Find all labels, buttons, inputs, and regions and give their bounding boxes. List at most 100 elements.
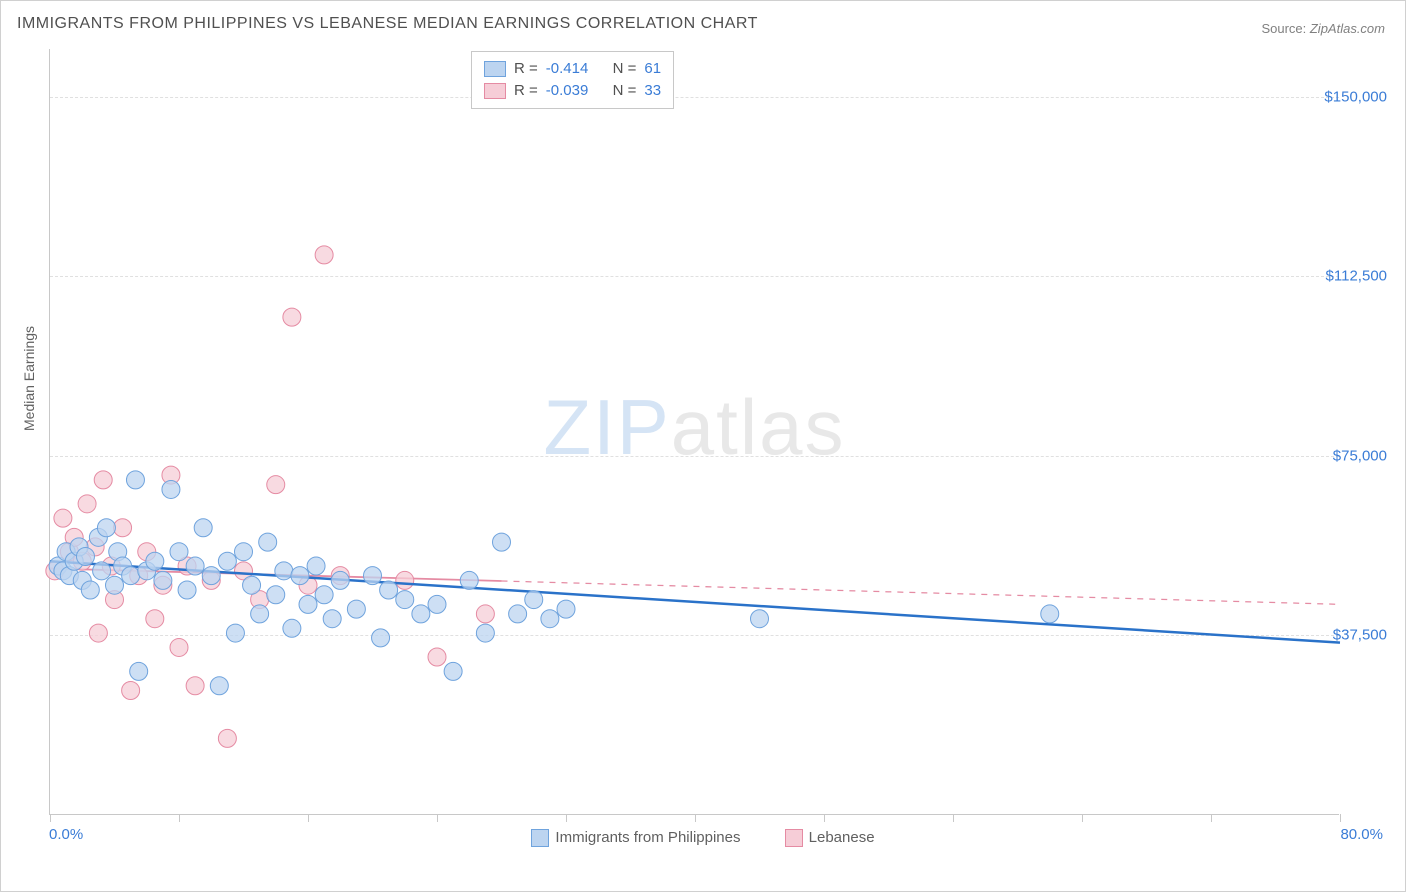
scatter-point [751,610,769,628]
scatter-point [323,610,341,628]
legend-swatch [785,829,803,847]
x-tick [179,814,180,822]
x-tick [953,814,954,822]
scatter-point [170,638,188,656]
scatter-point [396,571,414,589]
bottom-legend-item: Lebanese [785,829,875,847]
scatter-point [243,576,261,594]
scatter-point [186,677,204,695]
source-attribution: Source: ZipAtlas.com [1261,21,1385,36]
bottom-legend: Immigrants from Philippines Lebanese [1,829,1405,847]
scatter-point [428,595,446,613]
scatter-point [509,605,527,623]
scatter-point [194,519,212,537]
legend-r-value: -0.414 [546,58,589,80]
x-tick [1211,814,1212,822]
scatter-point [122,567,140,585]
legend-r-label: R = [514,80,538,102]
x-tick [308,814,309,822]
x-tick [437,814,438,822]
scatter-point [267,586,285,604]
source-name: ZipAtlas.com [1310,21,1385,36]
scatter-point [146,552,164,570]
legend-swatch [531,829,549,847]
scatter-point [444,662,462,680]
scatter-point [218,552,236,570]
scatter-point [97,519,115,537]
scatter-point [251,605,269,623]
x-tick [695,814,696,822]
legend-n-label: N = [613,58,637,80]
scatter-point [267,476,285,494]
source-prefix: Source: [1261,21,1309,36]
scatter-point [315,246,333,264]
trend-line-dashed [502,581,1341,604]
chart-title: IMMIGRANTS FROM PHILIPPINES VS LEBANESE … [17,15,758,33]
x-tick [824,814,825,822]
scatter-point [54,509,72,527]
scatter-point [372,629,390,647]
scatter-point [283,619,301,637]
y-axis-label: Median Earnings [21,326,37,431]
scatter-point [347,600,365,618]
legend-r-value: -0.039 [546,80,589,102]
scatter-point [275,562,293,580]
legend-swatch [484,83,506,99]
x-tick [1082,814,1083,822]
scatter-point [78,495,96,513]
scatter-point [476,605,494,623]
scatter-point [93,562,111,580]
legend-r-label: R = [514,58,538,80]
bottom-legend-label: Immigrants from Philippines [555,829,740,846]
scatter-point [428,648,446,666]
scatter-point [541,610,559,628]
y-tick-label: $150,000 [1324,88,1387,105]
scatter-point [178,581,196,599]
scatter-point [186,557,204,575]
scatter-point [307,557,325,575]
scatter-point [259,533,277,551]
scatter-point [283,308,301,326]
scatter-point [476,624,494,642]
scatter-point [162,480,180,498]
x-tick [1340,814,1341,822]
scatter-point [226,624,244,642]
scatter-point [81,581,99,599]
scatter-point [154,571,172,589]
bottom-legend-label: Lebanese [809,829,875,846]
stat-legend: R = -0.414 N = 61 R = -0.039 N = 33 [471,51,674,109]
chart-container: IMMIGRANTS FROM PHILIPPINES VS LEBANESE … [0,0,1406,892]
scatter-point [557,600,575,618]
scatter-point [114,519,132,537]
scatter-point [122,682,140,700]
scatter-point [380,581,398,599]
scatter-point [235,543,253,561]
scatter-point [202,567,220,585]
legend-swatch [484,61,506,77]
scatter-point [89,624,107,642]
scatter-point [130,662,148,680]
y-tick-label: $75,000 [1333,447,1387,464]
scatter-point [106,576,124,594]
bottom-legend-item: Immigrants from Philippines [531,829,740,847]
scatter-point [170,543,188,561]
plot-area: ZIPatlas [49,49,1339,815]
legend-n-value: 61 [644,58,661,80]
scatter-point [291,567,309,585]
scatter-point [525,591,543,609]
scatter-point [315,586,333,604]
scatter-svg [50,49,1339,814]
y-tick-label: $37,500 [1333,627,1387,644]
stat-legend-row: R = -0.414 N = 61 [484,58,661,80]
scatter-point [396,591,414,609]
scatter-point [94,471,112,489]
legend-n-label: N = [613,80,637,102]
scatter-point [1041,605,1059,623]
legend-n-value: 33 [644,80,661,102]
scatter-point [331,571,349,589]
scatter-point [218,729,236,747]
x-tick [566,814,567,822]
scatter-point [76,547,94,565]
scatter-point [299,595,317,613]
scatter-point [493,533,511,551]
